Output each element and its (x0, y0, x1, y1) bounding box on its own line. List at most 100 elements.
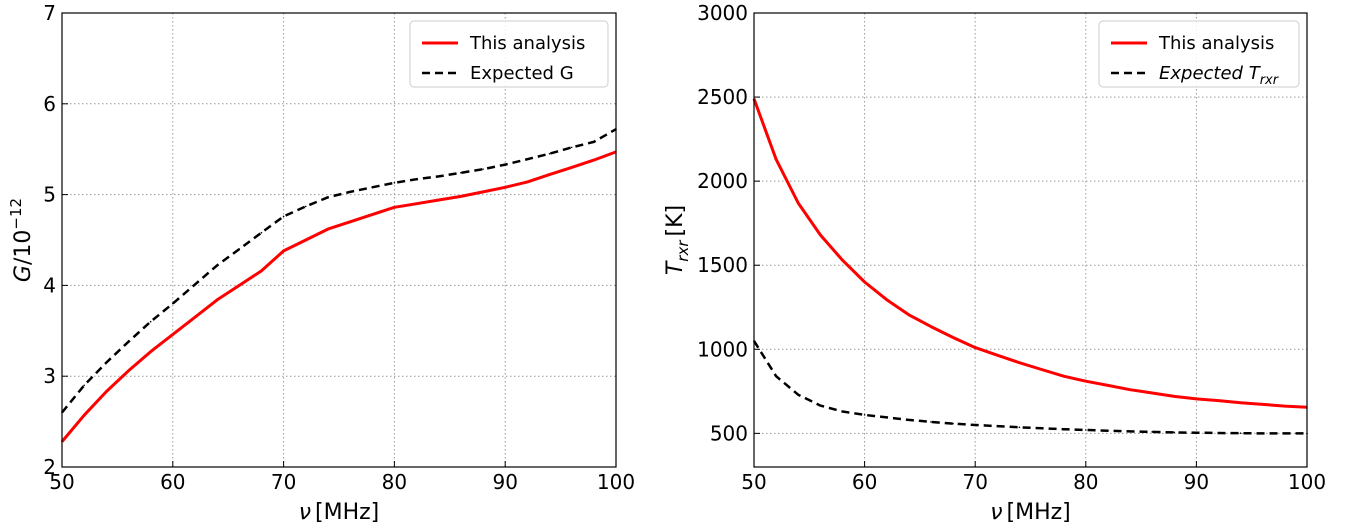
data-point (526, 158, 529, 160)
data-point (437, 175, 440, 178)
data-point (570, 146, 573, 149)
data-point (127, 369, 130, 372)
data-point (349, 221, 351, 223)
data-point (1239, 432, 1242, 435)
series-line-expected (752, 340, 1307, 435)
y-tick-label: 3000 (697, 1, 748, 25)
x-tick-label: 80 (382, 470, 407, 494)
data-point (371, 186, 374, 189)
data-point (1018, 426, 1021, 429)
data-point (216, 264, 218, 267)
data-point (393, 206, 396, 209)
data-point (952, 422, 954, 425)
y-tick-label: 6 (43, 92, 56, 116)
data-point (1085, 380, 1087, 383)
data-point (415, 202, 418, 205)
data-point (1107, 429, 1109, 432)
data-point (593, 141, 595, 143)
data-point (371, 213, 374, 216)
x-tick-label: 100 (1288, 470, 1326, 494)
legend-box (409, 20, 609, 88)
y-tick-label: 2500 (697, 85, 748, 109)
data-point (1040, 427, 1043, 430)
data-point (775, 375, 777, 378)
x-axis-symbol: ν (990, 500, 1002, 525)
data-point (548, 173, 551, 176)
data-point (1217, 399, 1220, 402)
data-point (282, 215, 285, 218)
data-point (1151, 392, 1153, 394)
data-point (841, 259, 844, 261)
data-point (1018, 361, 1021, 364)
data-point (304, 239, 307, 241)
data-point (797, 393, 800, 396)
data-point (1217, 432, 1220, 434)
data-point (593, 159, 595, 161)
data-point (1151, 431, 1153, 433)
y-axis-unit: [K] (663, 205, 688, 237)
data-point (393, 181, 396, 184)
data-point (460, 172, 462, 174)
data-point (1261, 403, 1264, 406)
data-point (1195, 398, 1198, 400)
data-point (1195, 431, 1198, 434)
data-point (1040, 368, 1043, 371)
y-tick-label: 2000 (697, 169, 748, 193)
series-line-expected (61, 128, 617, 414)
data-point (216, 299, 218, 301)
data-point (930, 325, 932, 328)
y-axis-label: G/10−12 (7, 198, 36, 282)
data-point (1129, 430, 1131, 433)
data-point (105, 390, 108, 393)
data-point (1284, 432, 1286, 435)
data-point (83, 414, 85, 417)
x-tick-label: 70 (962, 470, 987, 494)
legend-label-name: Expected G (470, 63, 574, 84)
data-point (282, 250, 285, 252)
data-point (504, 186, 507, 189)
data-point (570, 166, 573, 169)
data-point (996, 354, 999, 356)
data-point (863, 414, 866, 416)
data-point (238, 284, 241, 287)
y-tick-label: 1000 (697, 337, 748, 361)
x-tick-label: 60 (160, 470, 185, 494)
series-line-this-analysis (752, 98, 1308, 409)
data-point (437, 199, 440, 201)
right-chart-panel: 50 60 70 80 90 100 500 1000 1500 2000 2500 3000 ν [MH… (663, 1, 1326, 525)
data-point (974, 346, 976, 349)
data-point (172, 333, 174, 336)
data-point (327, 196, 329, 199)
data-point (974, 424, 976, 426)
legend-label: This analysis (469, 33, 585, 54)
plot-frame (753, 12, 1308, 468)
data-point (460, 195, 462, 198)
legend-label-name: Expected T (1159, 63, 1262, 84)
y-axis-subscript: rxr (674, 240, 692, 262)
y-tick-label: 7 (43, 1, 56, 25)
data-point (1173, 395, 1176, 398)
x-axis-unit: [MHz] (1007, 500, 1071, 525)
data-point (260, 231, 263, 234)
x-axis-label: ν [MHz] (990, 500, 1071, 525)
data-point (1062, 375, 1065, 378)
data-point (952, 336, 954, 339)
data-point (1239, 401, 1242, 404)
data-point (238, 248, 241, 250)
legend-label-name: This analysis (1158, 33, 1274, 54)
y-tick-label: 5 (43, 183, 56, 207)
legend-box (1098, 20, 1300, 88)
x-axis-label: ν [MHz] (299, 500, 380, 525)
legend-label: Expected G (470, 63, 574, 84)
x-tick-label: 100 (597, 470, 635, 494)
data-point (548, 152, 551, 155)
left-chart-panel: 50 60 70 80 90 100 2 3 4 5 6 7 ν [MHz] G/10−12 This ana… (7, 1, 635, 525)
data-point (841, 410, 844, 413)
data-point (819, 404, 822, 407)
data-point (327, 228, 329, 230)
data-point (885, 298, 888, 301)
x-axis-symbol: ν (299, 500, 311, 525)
x-tick-label: 80 (1073, 470, 1098, 494)
y-axis-label: Trxr [K] (663, 205, 692, 275)
